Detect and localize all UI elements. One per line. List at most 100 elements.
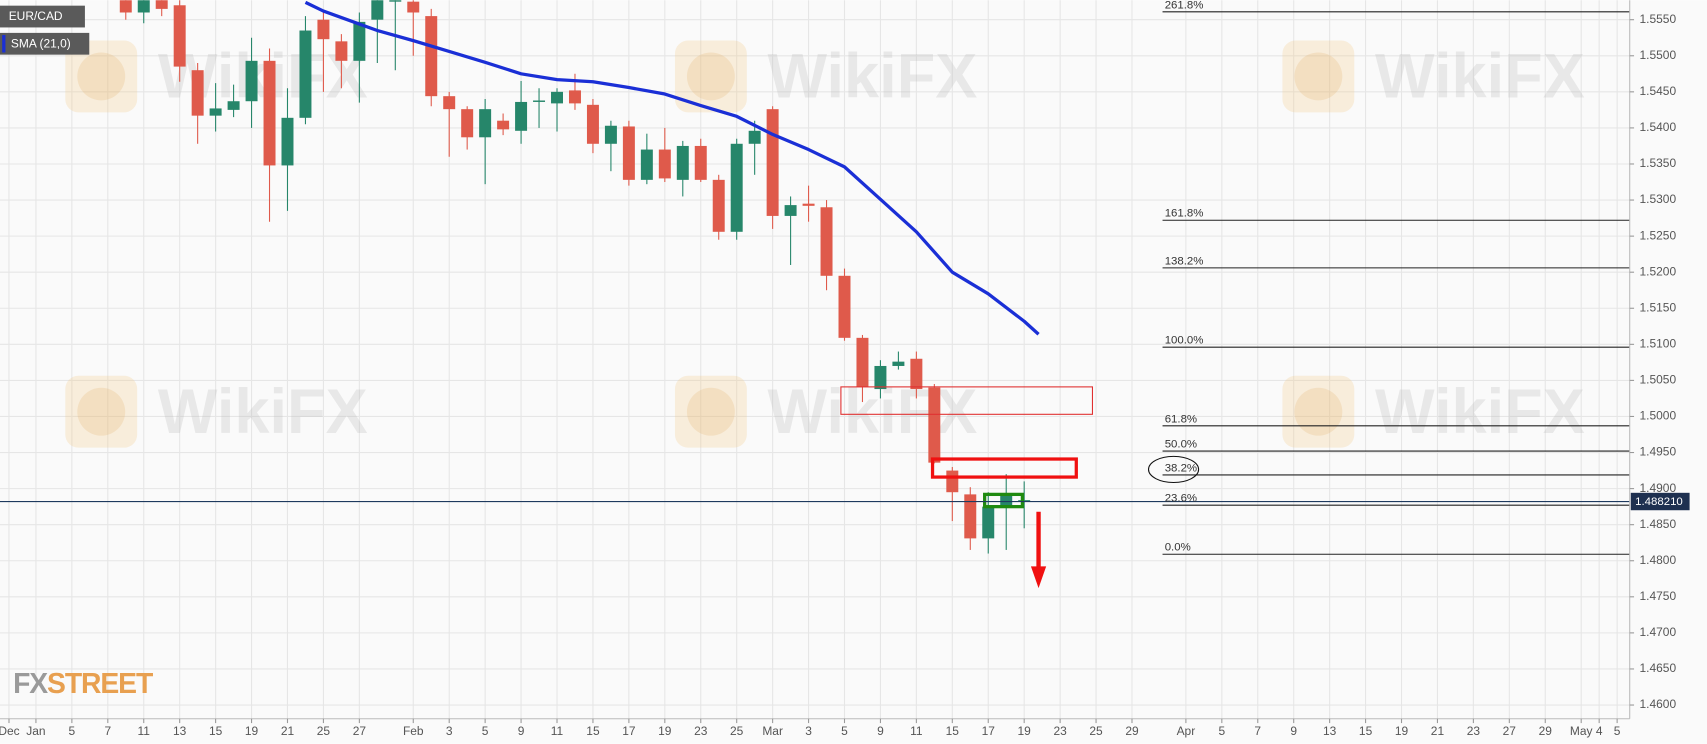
candle-body [568,90,581,104]
zone-box [983,492,1025,509]
arrow-head [1030,566,1047,589]
candle-body [317,19,330,40]
fib-label: 61.8% [1165,413,1197,425]
x-tick-label: 21 [281,724,295,738]
candle-body [497,120,510,130]
candle-body [461,109,474,138]
candle-body [946,470,959,493]
x-tick-label: 29 [1125,724,1139,738]
candle-body [299,30,312,118]
candle-body [173,5,186,67]
watermark: WikiFX [1375,41,1585,111]
brand-fx: FX [13,668,48,700]
last-price-box [1630,492,1690,511]
y-tick-label: 1.5050 [1640,373,1677,387]
fib-label: 50.0% [1165,439,1197,451]
watermark-logo [686,387,735,436]
x-tick-label: 17 [982,724,996,738]
candle-body [676,145,689,180]
x-tick-label: 11 [551,724,564,738]
x-tick-label: Jan [26,724,45,738]
last-price-label: 1.488210 [1635,496,1683,508]
y-tick-label: 1.4750 [1640,589,1677,603]
x-tick-label: 3 [446,724,453,738]
candle-body [622,126,635,180]
candle-body [748,130,761,144]
x-tick-label: 15 [946,724,960,738]
legend-label: EUR/CAD [9,9,63,23]
candle-body [155,0,168,9]
plot-area [0,0,1630,589]
watermark: WikiFX [767,377,977,447]
watermark: WikiFX [1375,377,1585,447]
watermark-logo [674,375,747,448]
candle-body [586,104,599,144]
candle-body [191,70,204,116]
x-tick-label: 5 [841,724,848,738]
y-tick-label: 1.5450 [1640,84,1677,98]
candle-body [335,41,348,61]
x-tick-label: 23 [694,724,708,738]
x-tick-label: 23 [1053,724,1067,738]
candle-body [694,145,707,180]
watermark-logo [65,375,138,448]
candle-body [802,203,815,206]
watermark-logo [686,52,735,101]
fib-label: 261.8% [1165,0,1204,11]
x-tick-label: 25 [730,724,744,738]
x-tick-label: 11 [910,724,923,738]
candle-body [964,494,977,539]
y-tick-label: 1.4950 [1640,445,1677,459]
candle-body [281,117,294,166]
candle-body [1018,500,1031,502]
watermark-logo [1282,375,1355,448]
fib-label: 138.2% [1165,255,1204,267]
x-tick-label: 9 [1290,724,1297,738]
candle-body [604,125,617,144]
x-tick-label: 5 [482,724,489,738]
candle-body [407,1,420,13]
y-tick-label: 1.5300 [1640,192,1677,206]
x-tick-label: 9 [518,724,525,738]
candle-body [209,108,222,116]
x-tick-label: Dec [0,724,20,738]
y-tick-label: 1.5000 [1640,409,1677,423]
zone-box [840,386,1094,415]
candle-body [389,0,402,2]
x-tick-label: 13 [1323,724,1337,738]
candle-body [227,101,240,110]
x-tick-label: 19 [245,724,259,738]
x-tick-label: Mar [762,724,783,738]
y-tick-label: 1.5200 [1640,264,1677,278]
candle-body [874,365,887,390]
candle-body [640,149,653,180]
candle-body [443,96,456,110]
candle-body [533,100,546,102]
y-tick-label: 1.4850 [1640,517,1677,531]
x-tick-label: 4 [1596,724,1603,738]
watermark-logo [77,52,126,101]
axes: 1.4600 1.4650 1.4700 1.4750 1.4800 1.4850 1.49… [0,12,1690,738]
candle-body [515,101,528,131]
candle-body [137,0,150,13]
x-tick-label: 5 [1614,724,1621,738]
y-tick-label: 1.5550 [1640,12,1677,26]
legend-box [0,5,85,28]
watermark: WikiFX [767,41,977,111]
candle-body [425,16,438,97]
candle-body [245,60,258,102]
candle-body [712,179,725,232]
candle-body [658,149,671,179]
y-tick-label: 1.4700 [1640,625,1677,639]
candle-body [371,0,384,20]
grid [0,0,1630,719]
x-tick-label: 13 [173,724,187,738]
y-tick-label: 1.4900 [1640,481,1677,495]
candle-body [838,275,851,338]
candle-body [119,0,132,13]
x-tick-label: 25 [1089,724,1103,738]
zone-box [930,457,1078,479]
